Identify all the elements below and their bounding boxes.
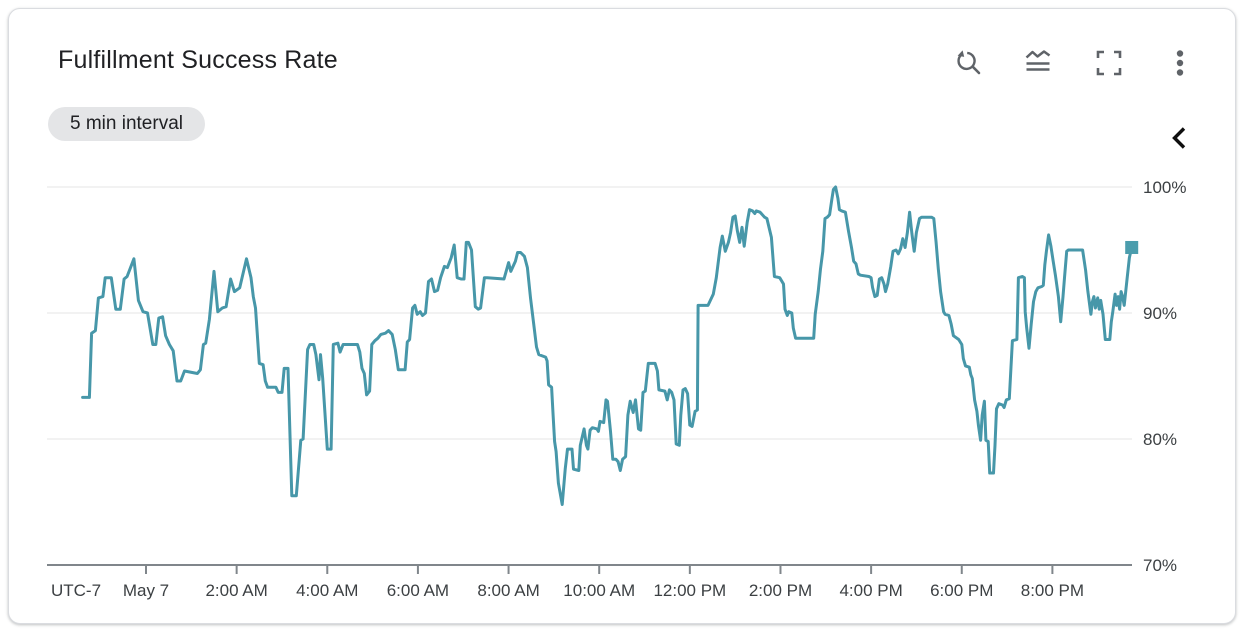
series-line xyxy=(81,185,1134,506)
x-axis-label: 4:00 PM xyxy=(839,581,902,600)
fullscreen-icon xyxy=(1094,48,1124,78)
line-chart[interactable]: 100% 90% 80% 70% UTC-7 May 7 2:00 AM 4:00 AM 6:0… xyxy=(8,8,1236,624)
chart-card: Fulfillment Success Rate xyxy=(8,8,1236,624)
chevron-left-icon xyxy=(1168,127,1194,154)
zoom-reset-button[interactable] xyxy=(952,47,984,79)
x-axis-label: 8:00 AM xyxy=(477,581,539,600)
more-options-button[interactable] xyxy=(1164,47,1196,79)
interval-chip: 5 min interval xyxy=(48,107,205,141)
collapse-legend-button[interactable] xyxy=(1167,125,1195,153)
y-axis-label: 90% xyxy=(1143,304,1177,323)
legend-toggle-button[interactable] xyxy=(1022,47,1054,79)
legend-toggle-icon xyxy=(1023,48,1053,78)
x-axis-label: 2:00 AM xyxy=(205,581,267,600)
y-axis-label: 70% xyxy=(1143,556,1177,575)
x-axis-label: 4:00 AM xyxy=(296,581,358,600)
zoom-reset-icon xyxy=(953,48,983,78)
x-axis-label: 8:00 PM xyxy=(1021,581,1084,600)
chart-title: Fulfillment Success Rate xyxy=(58,46,338,74)
x-axis-label: 2:00 PM xyxy=(749,581,812,600)
x-axis-label: May 7 xyxy=(123,581,169,600)
x-axis-label: 6:00 PM xyxy=(930,581,993,600)
y-axis-label: 100% xyxy=(1143,178,1186,197)
more-options-icon xyxy=(1165,48,1195,78)
fullscreen-button[interactable] xyxy=(1093,47,1125,79)
y-axis-label: 80% xyxy=(1143,430,1177,449)
x-axis-label: 6:00 AM xyxy=(387,581,449,600)
timezone-label: UTC-7 xyxy=(51,581,101,600)
x-axis-label: 10:00 AM xyxy=(563,581,635,600)
latest-point-marker xyxy=(1125,240,1139,254)
x-axis-label: 12:00 PM xyxy=(653,581,726,600)
